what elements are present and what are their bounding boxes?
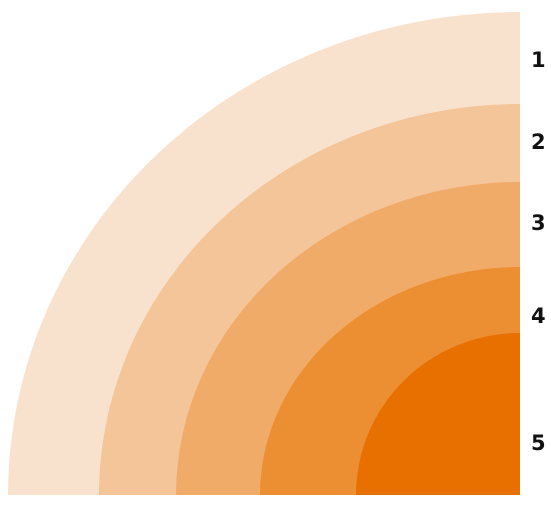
band-5-label: 5 <box>531 431 546 455</box>
band-2-label: 2 <box>531 130 546 154</box>
band-4-label: 4 <box>531 304 546 328</box>
band-3-label: 3 <box>531 211 546 235</box>
band-5-arc <box>356 333 520 495</box>
band-1-label: 1 <box>531 48 546 72</box>
